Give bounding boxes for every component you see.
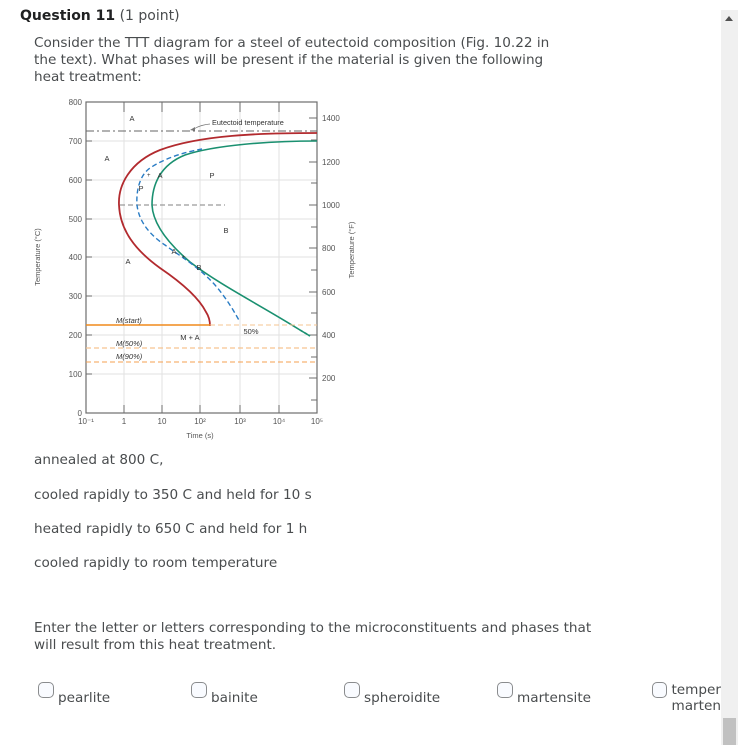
tick-label: 700 — [69, 137, 83, 146]
label-a-curve: A — [157, 171, 162, 180]
step-4: cooled rapidly to room temperature — [34, 555, 278, 571]
eutectoid-label: Eutectoid temperature — [212, 118, 284, 127]
label-a-left: A — [104, 154, 109, 163]
option-label: temper marten — [671, 682, 721, 714]
question-number: Question 11 — [20, 8, 116, 24]
label-p-curve: P — [138, 184, 143, 193]
tick-label: 1400 — [322, 114, 340, 123]
martensite-checkbox[interactable] — [497, 682, 513, 698]
tick-label: 500 — [69, 215, 83, 224]
bainite-checkbox[interactable] — [191, 682, 207, 698]
step-1: annealed at 800 C, — [34, 452, 164, 468]
option-pearlite[interactable]: pearlite — [38, 682, 110, 706]
step-2: cooled rapidly to 350 C and held for 10 … — [34, 487, 312, 503]
question-points: (1 point) — [119, 8, 180, 24]
tick-label: 300 — [69, 292, 83, 301]
option-label: spheroidite — [364, 690, 441, 706]
label-a-curve2: A — [171, 247, 176, 256]
question-prompt: Consider the TTT diagram for a steel of … — [34, 35, 550, 85]
option-tempered-martensite[interactable]: temper marten — [652, 682, 721, 714]
scrollbar-thumb[interactable] — [723, 718, 736, 745]
tick-label: 10⁻¹ — [78, 417, 94, 426]
tick-label: 400 — [69, 253, 83, 262]
tick-label: 1 — [122, 417, 127, 426]
fifty-percent-curve — [136, 148, 241, 323]
tick-label: 200 — [322, 374, 336, 383]
tick-label: 400 — [322, 331, 336, 340]
option-label: martensite — [517, 690, 592, 706]
label-a-top: A — [129, 114, 134, 123]
label-b-curve: B — [196, 263, 201, 272]
tick-label: 600 — [69, 176, 83, 185]
scroll-up-arrow-icon[interactable] — [725, 16, 733, 21]
spheroidite-checkbox[interactable] — [344, 682, 360, 698]
option-bainite[interactable]: bainite — [191, 682, 258, 706]
instruction-text: Enter the letter or letters correspondin… — [34, 620, 592, 653]
option-spheroidite[interactable]: spheroidite — [344, 682, 440, 706]
x-axis-title: Time (s) — [186, 431, 214, 440]
grid-lines — [86, 102, 317, 413]
ttt-diagram: 800 700 600 500 400 300 200 100 0 1400 1… — [0, 94, 380, 444]
label-p-region: P — [209, 171, 214, 180]
tick-label: 10 — [158, 417, 167, 426]
label-m-90: M(90%) — [116, 352, 143, 361]
tick-label: 10⁵ — [311, 417, 323, 426]
tick-label: 800 — [69, 98, 83, 107]
vertical-scrollbar[interactable] — [721, 10, 738, 745]
start-curve — [118, 132, 318, 327]
pearlite-checkbox[interactable] — [38, 682, 54, 698]
tick-label: 10⁴ — [273, 417, 286, 426]
finish-curve — [151, 140, 318, 337]
svg-text:+: + — [147, 173, 151, 179]
tick-label: 600 — [322, 288, 336, 297]
step-3: heated rapidly to 650 C and held for 1 h — [34, 521, 308, 537]
tick-label: 1000 — [322, 201, 340, 210]
option-label: pearlite — [58, 690, 111, 706]
left-axis-title: Temperature (°C) — [33, 228, 42, 286]
tick-label: 100 — [69, 370, 83, 379]
svg-text:+: + — [182, 255, 186, 261]
tick-label: 1200 — [322, 158, 340, 167]
option-martensite[interactable]: martensite — [497, 682, 591, 706]
question-header: Question 11 (1 point) — [20, 8, 180, 24]
label-b-region: B — [223, 226, 228, 235]
label-m-50: M(50%) — [116, 339, 143, 348]
tick-label: 10² — [194, 417, 206, 426]
tempered-martensite-checkbox[interactable] — [652, 682, 668, 698]
label-m-plus-a: M + A — [180, 333, 199, 342]
label-50-percent: 50% — [243, 327, 258, 336]
tick-label: 10³ — [234, 417, 246, 426]
tick-label: 200 — [69, 331, 83, 340]
right-axis-title: Temperature (°F) — [347, 221, 356, 278]
label-m-start: M(start) — [116, 316, 142, 325]
tick-label: 0 — [78, 409, 83, 418]
tick-label: 800 — [322, 244, 336, 253]
label-a-mid: A — [125, 257, 130, 266]
option-label: bainite — [211, 690, 258, 706]
